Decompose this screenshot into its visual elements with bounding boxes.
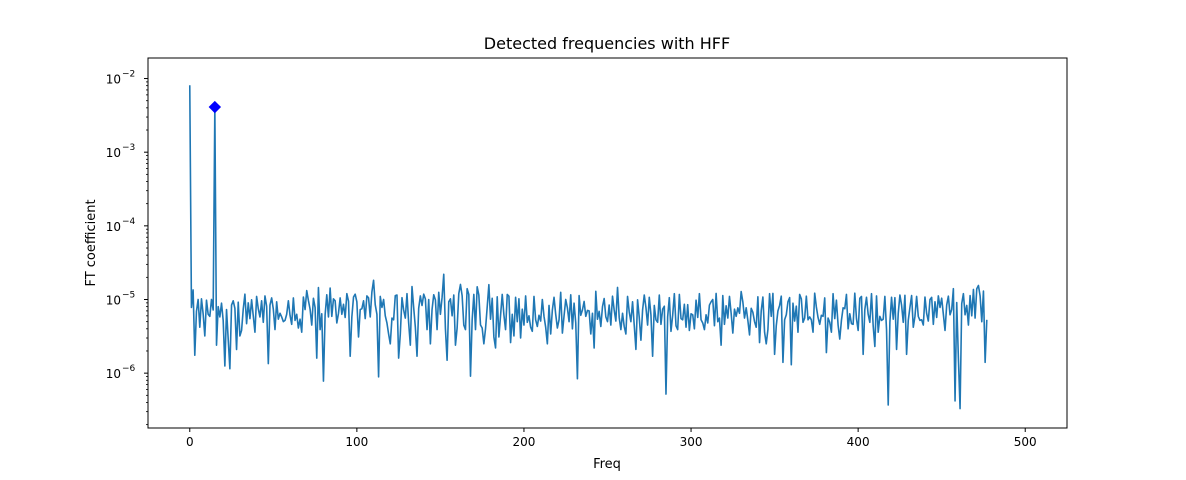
y-tick-exponent: −5	[122, 290, 135, 300]
y-axis-label: FT coefficient	[84, 199, 99, 286]
detected-frequency-marker-0	[208, 100, 222, 114]
x-axis-label: Freq	[593, 457, 621, 472]
chart-title: Detected frequencies with HFF	[484, 34, 730, 53]
y-tick-exponent: −4	[122, 217, 136, 227]
y-tick-label: 10	[106, 146, 121, 160]
x-tick-label: 500	[1014, 435, 1037, 449]
y-tick-exponent: −3	[122, 143, 135, 153]
y-tick-label: 10	[106, 220, 121, 234]
x-axis: 0 100 200 300 400 500	[186, 428, 1037, 449]
plot-area	[188, 85, 988, 410]
y-tick-exponent: −6	[122, 364, 136, 374]
y-tick-label: 10	[106, 73, 121, 87]
y-tick-label: 10	[106, 293, 121, 307]
y-tick-label: 10	[106, 367, 121, 381]
y-tick-exponent: −2	[122, 70, 135, 80]
x-tick-label: 100	[345, 435, 368, 449]
x-tick-label: 300	[680, 435, 703, 449]
x-tick-label: 0	[186, 435, 194, 449]
series-line-0	[188, 85, 988, 410]
x-tick-label: 400	[847, 435, 870, 449]
x-tick-label: 200	[513, 435, 536, 449]
y-axis: 10−610−510−410−310−2	[106, 70, 148, 426]
axes-frame	[147, 57, 1068, 429]
